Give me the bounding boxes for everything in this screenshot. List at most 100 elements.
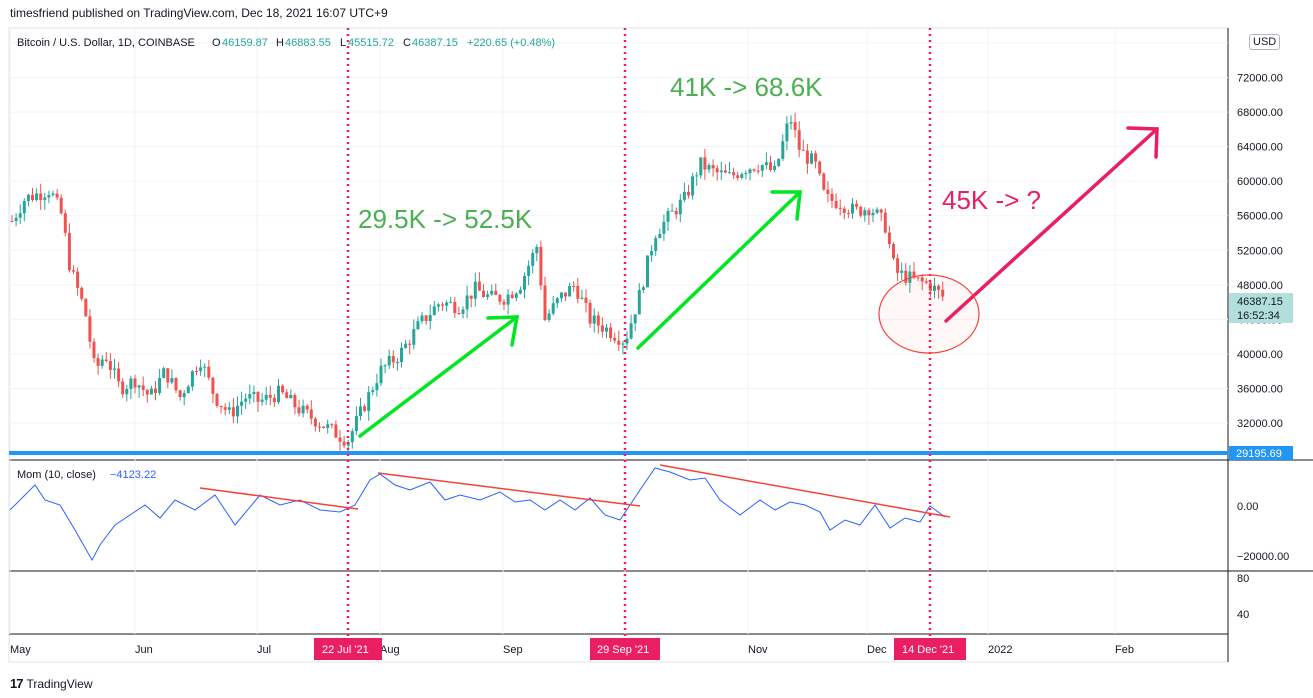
candle-body (596, 315, 600, 326)
candle-body (154, 388, 157, 393)
candle-body (215, 393, 219, 406)
candle-body (482, 290, 485, 297)
candle-body (88, 316, 92, 342)
candle-body (937, 285, 941, 290)
support-price-tag (1229, 446, 1293, 460)
candle-body (695, 175, 699, 177)
candle-body (305, 405, 309, 410)
price-label: 48000.00 (1237, 280, 1283, 292)
candle-body (703, 157, 707, 170)
indicator-legend[interactable]: Mom (10, close) −4123.22 (17, 469, 156, 481)
candle-body (629, 323, 633, 339)
candle-body (408, 343, 412, 345)
candle-body (428, 315, 432, 322)
candle-body (92, 341, 96, 359)
highlight-ellipse[interactable] (878, 274, 980, 354)
candle-body (666, 211, 670, 222)
candle-body (445, 302, 449, 306)
candle-body (252, 392, 256, 395)
pink-arrow[interactable] (944, 126, 1159, 323)
candle-body (76, 271, 80, 288)
candle-body (400, 347, 403, 363)
tradingview-logo[interactable]: 17 TradingView (10, 676, 93, 691)
candle-body (719, 170, 723, 173)
candle-body (330, 424, 334, 426)
candle-body (637, 289, 641, 315)
candle-body (145, 389, 149, 395)
time-label-sep: Sep (503, 644, 523, 656)
candle-body (207, 366, 211, 378)
candle-body (559, 292, 563, 299)
candle-body (600, 325, 604, 332)
momentum-line (9, 467, 946, 562)
candle-body (281, 385, 285, 393)
candle-body (781, 141, 785, 159)
ohlc-low-label: L (340, 37, 346, 49)
symbol-legend[interactable]: Bitcoin / U.S. Dollar, 1D, COINBASE O 46… (17, 37, 555, 49)
candle-body (617, 340, 621, 345)
indicator-label-1: −20000.00 (1237, 551, 1289, 563)
candle-body (301, 405, 305, 414)
candle-body (477, 281, 481, 291)
candle-body (43, 197, 47, 201)
candle-body (223, 407, 227, 410)
currency-badge[interactable]: USD (1249, 34, 1281, 50)
candle-body (707, 165, 711, 170)
candle-body (272, 397, 276, 403)
candle-body (203, 366, 207, 368)
candle-body (871, 212, 875, 216)
candle-body (211, 377, 215, 394)
ohlc-close-value: 46387.15 (412, 37, 458, 49)
time-label-dec: Dec (867, 644, 887, 656)
price-axis-labels: 72000.00 68000.00 64000.00 60000.00 56000.00… (1237, 73, 1283, 430)
green-arrows[interactable] (358, 190, 802, 438)
candle-body (264, 394, 268, 400)
candle-body (732, 172, 736, 176)
chart-canvas[interactable]: 29.5K -> 52.5K 41K -> 68.6K 45K -> ? Bit… (0, 0, 1313, 670)
candle-body (297, 407, 301, 414)
candle-body (498, 294, 502, 302)
candle-body (35, 193, 39, 200)
momentum-trendlines[interactable] (199, 464, 951, 518)
candle-body (371, 390, 375, 393)
time-marker-tags: 22 Jul '21 29 Sep '21 14 Dec '21 (314, 638, 966, 660)
candle-body (605, 327, 608, 332)
candle-body (613, 337, 617, 341)
candle-body (678, 199, 682, 215)
candle-body (851, 203, 854, 214)
candle-body (457, 313, 461, 315)
price-label: 52000.00 (1237, 245, 1283, 257)
publish-info: timesfriend published on TradingView.com… (10, 6, 388, 20)
candle-body (461, 309, 465, 314)
candle-body (539, 246, 543, 286)
ohlc-high-label: H (276, 37, 284, 49)
candle-body (412, 329, 416, 345)
candle-body (186, 386, 190, 394)
marker-tag-dec: 14 Dec '21 (902, 644, 954, 656)
candle-body (149, 388, 153, 395)
candle-body (793, 122, 797, 131)
candle-body (285, 392, 289, 399)
candle-body (59, 197, 63, 214)
candle-body (527, 265, 531, 276)
candle-body (449, 301, 453, 303)
candle-body (912, 271, 916, 278)
candle-body (920, 277, 924, 282)
annotation-leg3: 45K -> ? (942, 185, 1041, 215)
candle-body (916, 277, 920, 279)
candle-body (18, 213, 22, 218)
candle-body (178, 390, 182, 398)
candle-body (687, 191, 690, 196)
candle-body (855, 203, 859, 207)
price-label: 56000.00 (1237, 211, 1283, 223)
ohlc-low-value: 45515.72 (348, 37, 394, 49)
candle-body (711, 165, 715, 169)
candle-body (691, 176, 695, 196)
candle-body (367, 392, 371, 411)
arrow-leg-3 (944, 127, 1159, 323)
candle-body (838, 207, 842, 209)
candle-body (55, 193, 59, 198)
candle-body (473, 281, 477, 299)
candle-body (510, 294, 514, 298)
candle-body (350, 431, 354, 443)
